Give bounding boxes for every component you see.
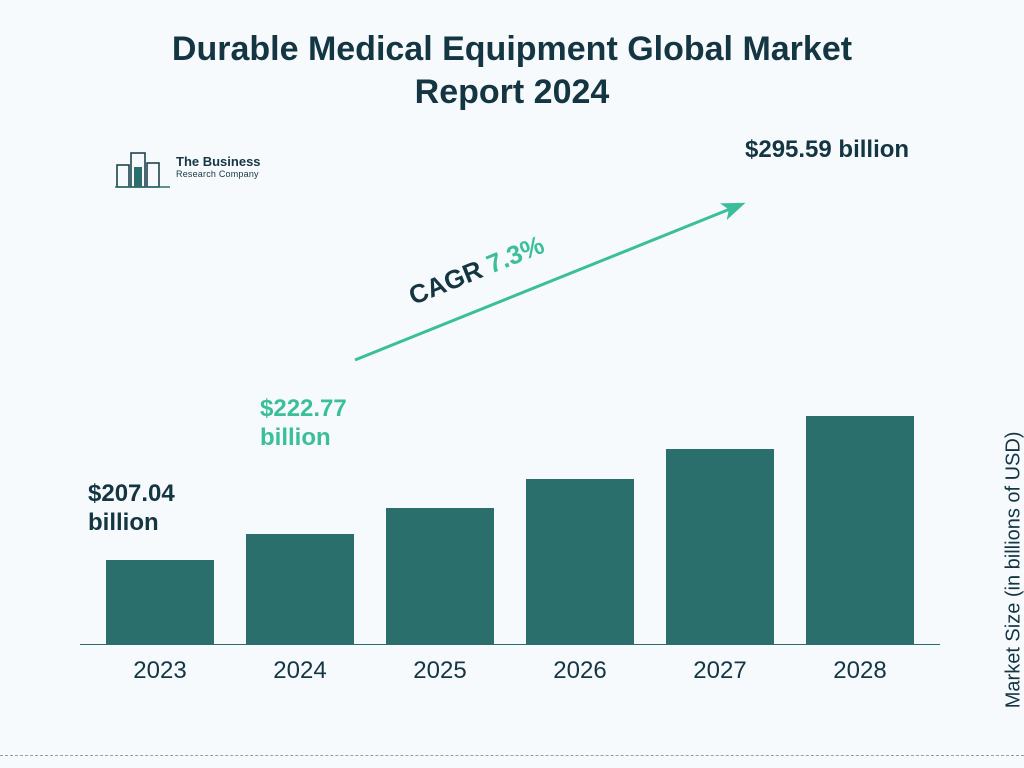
y-axis-label: Market Size (in billions of USD) (1003, 432, 1024, 709)
title-line-1: Durable Medical Equipment Global Market (172, 30, 852, 68)
xlabel-2024: 2024 (240, 657, 360, 685)
xlabel-2023: 2023 (100, 657, 220, 685)
xlabel-2026: 2026 (520, 657, 640, 685)
data-label-2023: $207.04 billion (88, 480, 175, 538)
bar-2028 (800, 416, 920, 645)
chart-area: 2023 2024 2025 2026 2027 2028 (80, 130, 940, 685)
bar-2026 (520, 479, 640, 645)
bar-2023 (100, 560, 220, 645)
page-divider (0, 755, 1024, 756)
x-axis-baseline (80, 644, 940, 645)
xlabel-2027: 2027 (660, 657, 780, 685)
bar-2027 (660, 449, 780, 645)
bar-2025 (380, 508, 500, 645)
bar-2024 (240, 534, 360, 645)
x-axis-labels: 2023 2024 2025 2026 2027 2028 (80, 657, 940, 685)
xlabel-2028: 2028 (800, 657, 920, 685)
data-label-2028: $295.59 billion (745, 136, 909, 165)
bars-container (80, 130, 940, 645)
chart-title: Durable Medical Equipment Global Market … (0, 0, 1024, 113)
xlabel-2025: 2025 (380, 657, 500, 685)
title-line-2: Report 2024 (415, 73, 610, 111)
data-label-2024: $222.77 billion (260, 395, 347, 453)
